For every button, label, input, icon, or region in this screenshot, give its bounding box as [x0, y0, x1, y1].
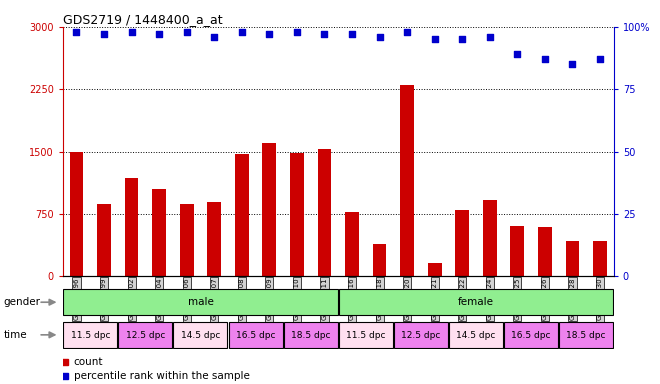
Bar [504, 322, 558, 348]
Text: 16.5 dpc: 16.5 dpc [512, 331, 551, 339]
Bar [339, 322, 393, 348]
Point [346, 31, 357, 38]
Text: 12.5 dpc: 12.5 dpc [401, 331, 441, 339]
Bar [207, 202, 221, 276]
Text: 11.5 dpc: 11.5 dpc [71, 331, 110, 339]
Text: 11.5 dpc: 11.5 dpc [346, 331, 385, 339]
Point [567, 61, 578, 68]
Bar [235, 154, 249, 276]
Bar [125, 178, 139, 276]
Bar [290, 152, 304, 276]
Bar [559, 322, 613, 348]
Bar [118, 322, 172, 348]
Text: 14.5 dpc: 14.5 dpc [181, 331, 220, 339]
Bar [394, 322, 448, 348]
Point [264, 31, 275, 38]
Text: 18.5 dpc: 18.5 dpc [566, 331, 606, 339]
Point [154, 31, 164, 38]
Point [595, 56, 605, 62]
Point [209, 34, 220, 40]
Text: 16.5 dpc: 16.5 dpc [236, 331, 275, 339]
Point [402, 29, 412, 35]
Text: 12.5 dpc: 12.5 dpc [125, 331, 165, 339]
Bar [339, 290, 613, 315]
Bar [63, 322, 117, 348]
Text: male: male [187, 297, 213, 308]
Text: 14.5 dpc: 14.5 dpc [456, 331, 496, 339]
Bar [97, 204, 111, 276]
Point [374, 34, 385, 40]
Text: female: female [458, 297, 494, 308]
Point [484, 34, 495, 40]
Bar [428, 263, 442, 276]
Text: GDS2719 / 1448400_a_at: GDS2719 / 1448400_a_at [63, 13, 222, 26]
Point [292, 29, 302, 35]
Bar [63, 290, 338, 315]
Point [182, 29, 192, 35]
Text: count: count [74, 357, 103, 367]
Point [126, 29, 137, 35]
Bar [228, 322, 282, 348]
Point [430, 36, 440, 43]
Bar [510, 226, 524, 276]
Bar [345, 212, 359, 276]
Bar [317, 149, 331, 276]
Bar [483, 200, 497, 276]
Point [99, 31, 110, 38]
Point [540, 56, 550, 62]
Bar [538, 227, 552, 276]
Point [457, 36, 467, 43]
Bar [284, 322, 338, 348]
Point [512, 51, 523, 58]
Bar [152, 189, 166, 276]
Bar [69, 152, 83, 276]
Bar [566, 241, 579, 276]
Bar [400, 85, 414, 276]
Bar [455, 210, 469, 276]
Bar [180, 204, 193, 276]
Bar [449, 322, 503, 348]
Bar [373, 244, 387, 276]
Text: percentile rank within the sample: percentile rank within the sample [74, 371, 249, 381]
Text: 18.5 dpc: 18.5 dpc [291, 331, 331, 339]
Point [71, 29, 82, 35]
Bar [593, 241, 607, 276]
Text: gender: gender [3, 297, 40, 308]
Bar [174, 322, 228, 348]
Point [236, 29, 247, 35]
Bar [263, 143, 277, 276]
Point [319, 31, 330, 38]
Text: time: time [3, 330, 27, 340]
